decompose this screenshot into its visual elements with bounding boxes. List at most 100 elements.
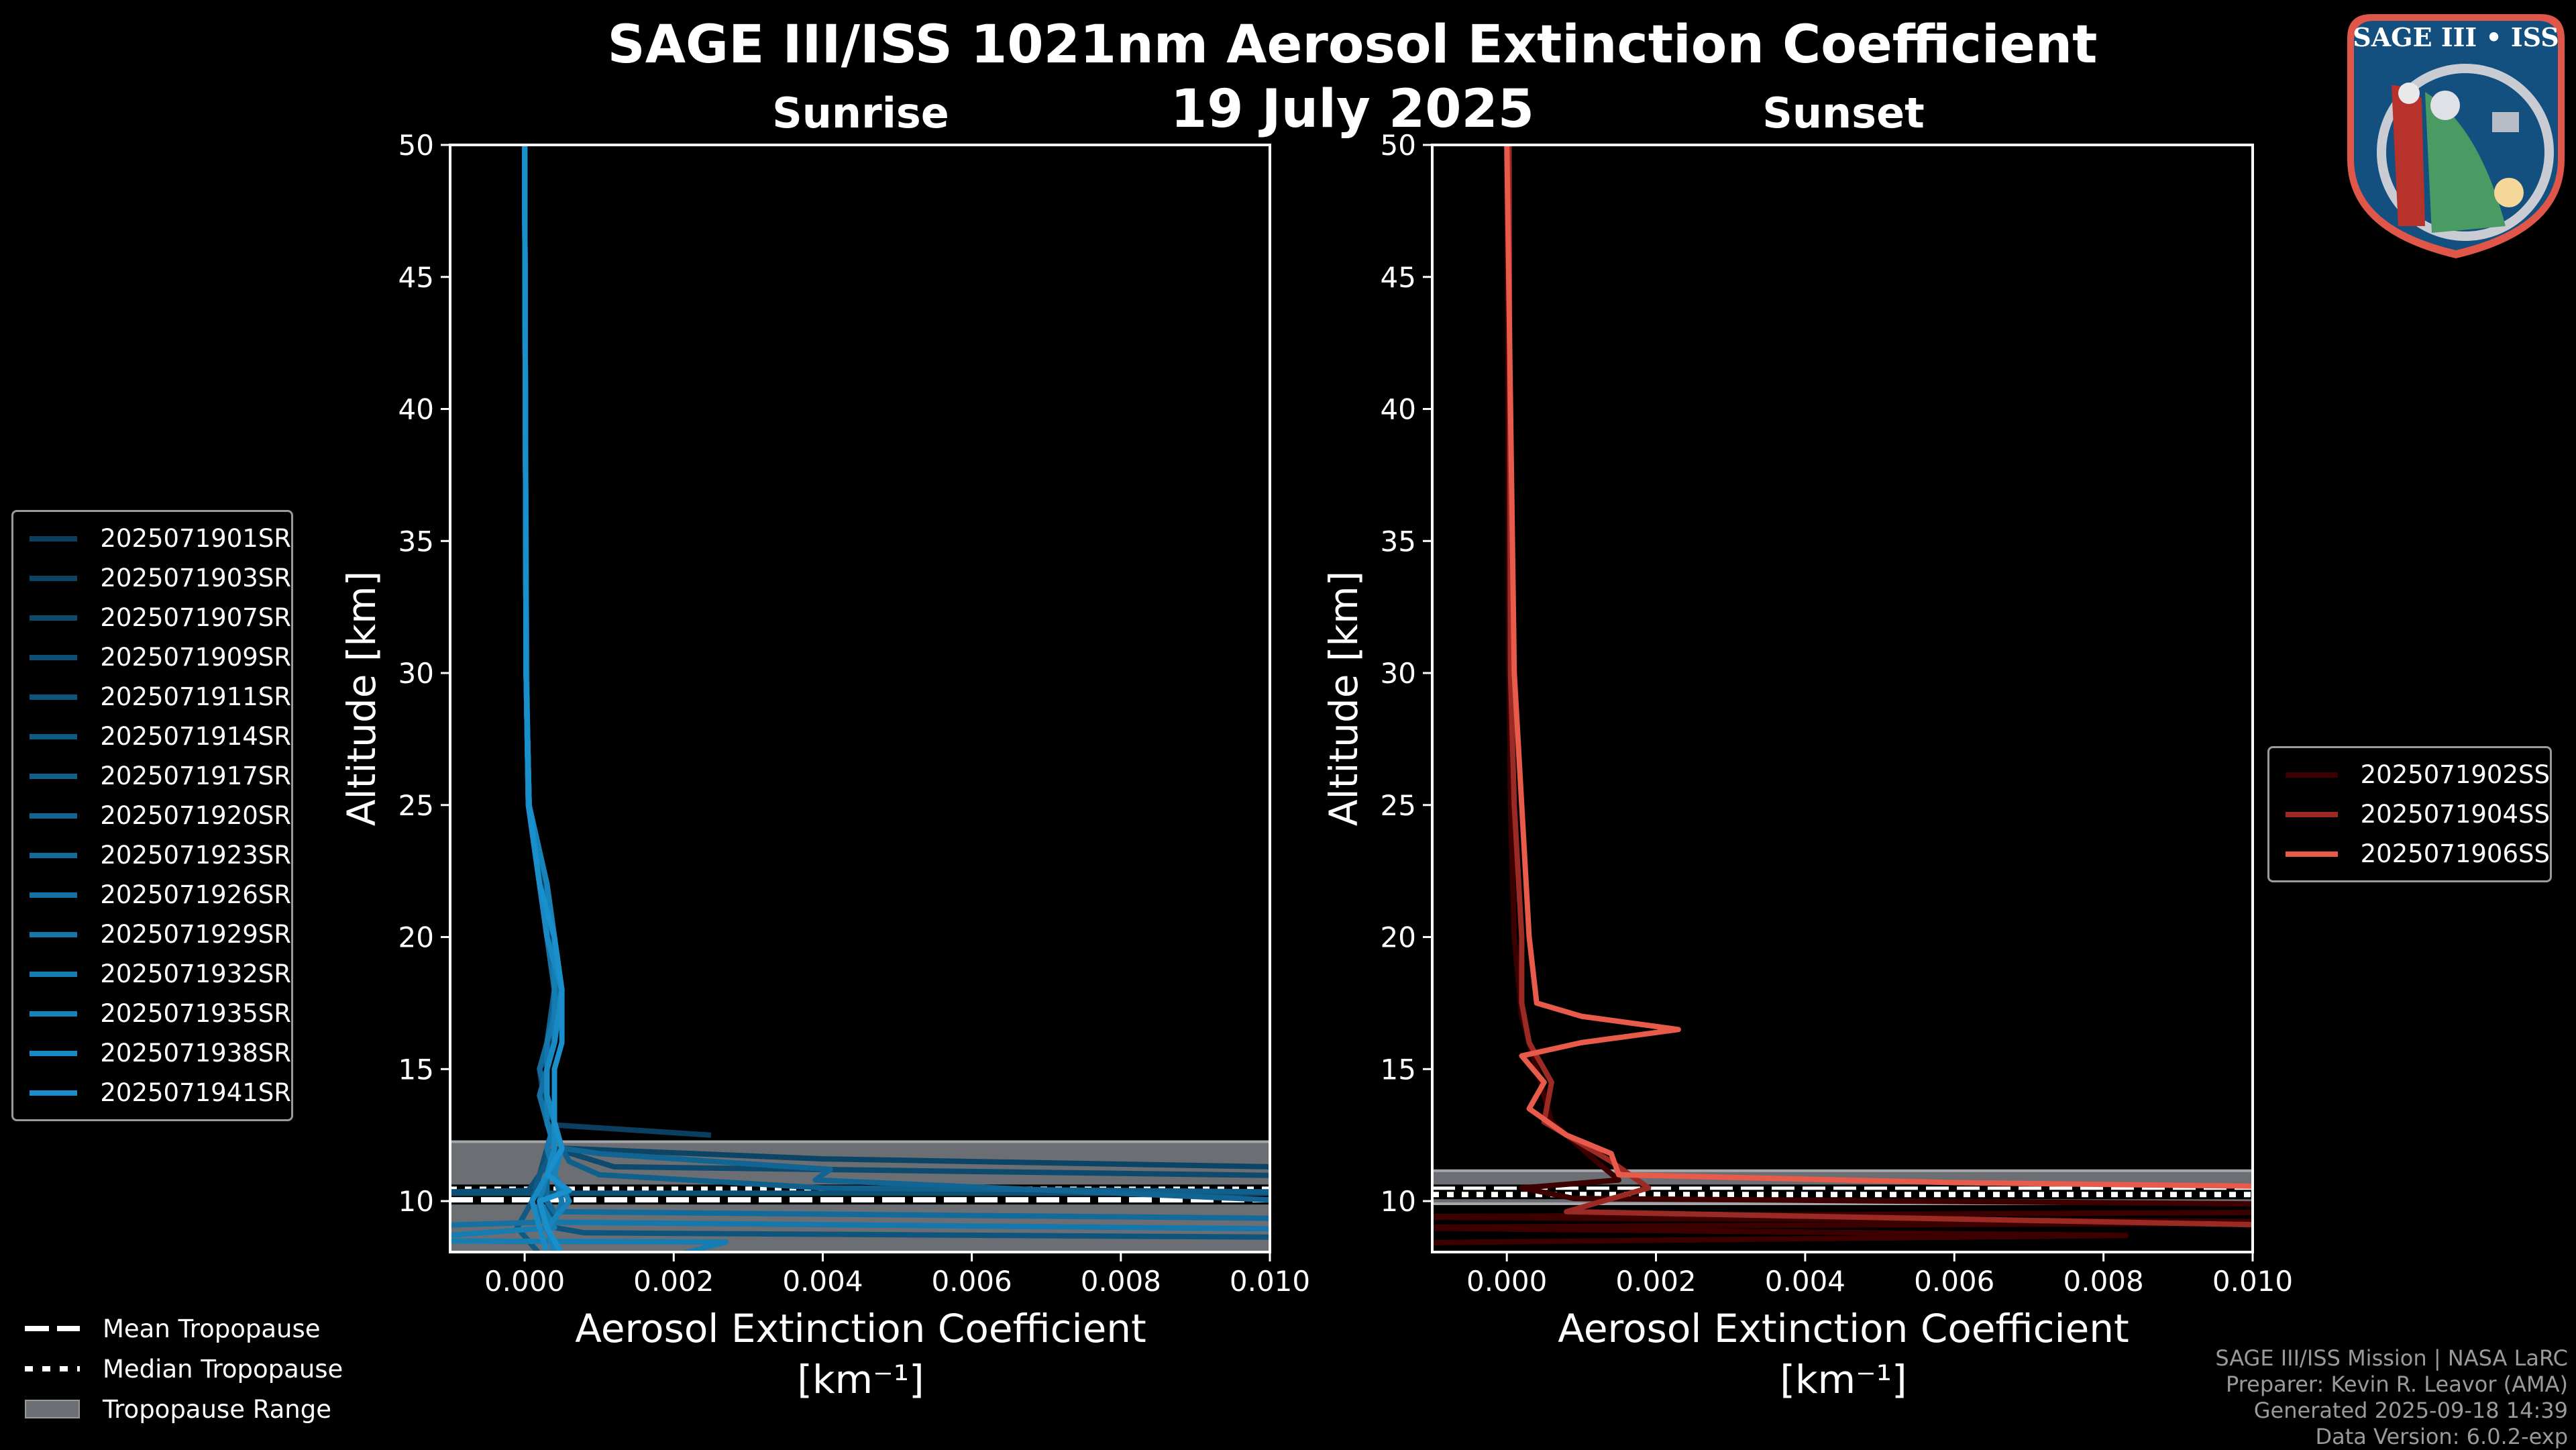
y-tick-label: 15	[1381, 1053, 1416, 1086]
legend-label: 2025071932SR	[100, 960, 291, 988]
legend-line-sample	[30, 1011, 78, 1017]
legend-label: Mean Tropopause	[103, 1314, 321, 1343]
legend-line-sample	[30, 931, 78, 937]
sunrise-legend: 2025071901SR 2025071903SR 2025071907SR 2025…	[11, 510, 293, 1121]
legend-label: 2025071901SR	[100, 524, 291, 553]
credit-line: Preparer: Kevin R. Leavor (AMA)	[2225, 1371, 2568, 1397]
legend-label: Tropopause Range	[103, 1394, 332, 1424]
legend-label: 2025071917SR	[100, 762, 291, 790]
profile-line-2025071906SS	[1504, 145, 2253, 1189]
legend-item: 2025071914SR	[13, 717, 291, 756]
logo-text: SAGE III • ISS	[2353, 22, 2559, 52]
profile-line-2025071941SR	[522, 145, 572, 1252]
x-axis-label-sunrise: Aerosol Extinction Coefficient [km⁻¹]	[575, 1303, 1146, 1405]
dotted-line-sample	[25, 1366, 80, 1371]
legend-line-sample	[30, 1050, 78, 1056]
legend-item: 2025071911SR	[13, 677, 291, 717]
legend-line-sample	[30, 773, 78, 779]
y-axis-label-sunrise: Altitude [km]	[339, 570, 384, 827]
legend-line-sample	[30, 971, 78, 977]
legend-line-sample	[30, 852, 78, 858]
x-tick-label: 0.000	[484, 1265, 565, 1298]
legend-line-sample	[30, 654, 78, 660]
y-tick-label: 10	[398, 1185, 434, 1218]
legend-item: 2025071906SS	[2269, 834, 2550, 874]
sunrise-plot: 0.000 0.002 0.004 0.006 0.008 0.010 10 15 20 25 30…	[398, 129, 1311, 1298]
x-axis-label-text: Aerosol Extinction Coefficient	[1558, 1306, 2129, 1351]
legend-item: 2025071941SR	[13, 1073, 291, 1112]
legend-label: 2025071902SS	[2360, 760, 2550, 789]
x-tick-label: 0.006	[932, 1265, 1012, 1298]
profile-line-2025071903SR	[522, 145, 1270, 1170]
legend-item: 2025071907SR	[13, 598, 291, 637]
y-tick-label: 15	[398, 1053, 434, 1086]
legend-label: 2025071907SR	[100, 603, 291, 632]
y-tick-label: 45	[1381, 261, 1416, 294]
sage-iii-iss-mission-logo: SAGE III • ISS	[2347, 14, 2565, 258]
y-tick-label: 45	[398, 261, 434, 294]
legend-line-sample	[30, 615, 78, 621]
y-tick-label: 50	[1381, 129, 1416, 162]
legend-item: 2025071901SR	[13, 519, 291, 558]
credit-line: SAGE III/ISS Mission | NASA LaRC	[2215, 1345, 2568, 1371]
legend-label: 2025071906SS	[2360, 839, 2550, 868]
legend-item: 2025071904SS	[2269, 794, 2550, 834]
legend-item: 2025071917SR	[13, 756, 291, 796]
legend-item: 2025071903SR	[13, 558, 291, 598]
legend-label: 2025071914SR	[100, 722, 291, 751]
legend-label: 2025071938SR	[100, 1039, 291, 1068]
sunset-plot: 0.000 0.002 0.004 0.006 0.008 0.010 10 15 20 25 30…	[1381, 129, 2294, 1298]
x-tick-label: 0.002	[633, 1265, 714, 1298]
legend-line-sample	[30, 892, 78, 898]
legend-item: 2025071902SS	[2269, 755, 2550, 794]
y-tick-label: 25	[398, 789, 434, 822]
x-axis-unit: [km⁻¹]	[1780, 1357, 1907, 1402]
y-tick-label: 40	[1381, 393, 1416, 426]
legend-label: 2025071904SS	[2360, 800, 2550, 829]
profile-line-2025071907SR	[522, 145, 1270, 1178]
x-tick-label: 0.004	[1765, 1265, 1845, 1298]
sunset-legend: 2025071902SS 2025071904SS 2025071906SS	[2267, 746, 2552, 882]
y-tick-label: 40	[398, 393, 434, 426]
legend-label: 2025071911SR	[100, 682, 291, 711]
profile-line-2025071932SR	[450, 145, 729, 1252]
range-swatch	[25, 1400, 80, 1418]
legend-item: 2025071932SR	[13, 954, 291, 994]
profile-line-2025071909SR	[450, 145, 1270, 1196]
legend-line-sample	[30, 1090, 78, 1096]
legend-line-sample	[30, 733, 78, 739]
y-tick-label: 10	[1381, 1185, 1416, 1218]
x-tick-label: 0.010	[2212, 1265, 2293, 1298]
legend-item: 2025071929SR	[13, 915, 291, 954]
figure-date: 19 July 2025	[1170, 79, 1535, 140]
legend-line-sample	[2286, 851, 2338, 857]
legend-line-sample	[30, 535, 78, 541]
legend-label: 2025071935SR	[100, 999, 291, 1028]
plot-area	[450, 145, 1270, 1252]
credit-line: Data Version: 6.0.2-exp	[2315, 1424, 2568, 1449]
plot-area	[1432, 145, 2253, 1245]
x-tick-label: 0.008	[1081, 1265, 1161, 1298]
x-axis-label-sunset: Aerosol Extinction Coefficient [km⁻¹]	[1558, 1303, 2129, 1405]
profile-line-2025071920SR	[522, 145, 1270, 1203]
legend-line-sample	[2286, 811, 2338, 817]
x-tick-label: 0.000	[1466, 1265, 1547, 1298]
y-tick-label: 20	[1381, 921, 1416, 954]
legend-item: 2025071909SR	[13, 637, 291, 677]
panel-title-sunrise: Sunrise	[772, 89, 949, 138]
legend-item-tropopause-range: Tropopause Range	[25, 1389, 343, 1429]
credits: SAGE III/ISS Mission | NASA LaRC Prepare…	[2215, 1345, 2568, 1450]
y-tick-label: 25	[1381, 789, 1416, 822]
x-axis-label-text: Aerosol Extinction Coefficient	[575, 1306, 1146, 1351]
y-tick-label: 20	[398, 921, 434, 954]
legend-label: 2025071926SR	[100, 880, 291, 909]
legend-line-sample	[30, 575, 78, 581]
panel-title-sunset: Sunset	[1762, 89, 1925, 138]
axes-frame	[449, 144, 1271, 1253]
legend-label: 2025071941SR	[100, 1078, 291, 1107]
y-tick-label: 35	[1381, 525, 1416, 558]
credit-line: Generated 2025-09-18 14:39	[2253, 1398, 2568, 1423]
legend-item: 2025071926SR	[13, 875, 291, 915]
legend-item: 2025071923SR	[13, 835, 291, 875]
y-tick-label: 35	[398, 525, 434, 558]
